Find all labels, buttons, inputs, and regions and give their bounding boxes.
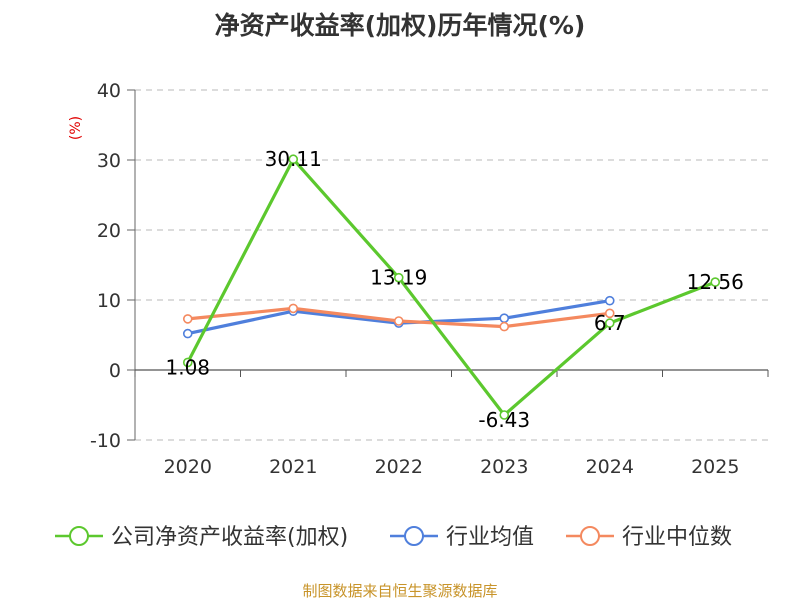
data-point	[710, 277, 721, 287]
y-tick-label: 40	[97, 80, 121, 102]
legend-label: 行业均值	[446, 525, 534, 550]
y-tick-label: 0	[109, 360, 121, 382]
x-tick-label: 2024	[586, 456, 634, 478]
y-tick-label: -10	[90, 430, 121, 452]
data-label: 6.7	[594, 311, 626, 335]
data-point	[499, 410, 510, 420]
data-point	[182, 357, 193, 368]
data-point	[288, 154, 299, 165]
source-note: 制图数据来自恒生聚源数据库	[302, 582, 497, 600]
data-point	[182, 314, 193, 324]
data-label: 12.56	[687, 270, 744, 294]
data-point	[499, 313, 510, 324]
legend-label: 行业中位数	[622, 525, 732, 550]
chart-title: 净资产收益率(加权)历年情况(%)	[215, 11, 586, 40]
y-tick-label: 30	[97, 150, 121, 172]
legend: 公司净资产收益率(加权) 行业均值 行业中位数	[55, 525, 732, 550]
x-tick-label: 2022	[375, 456, 423, 478]
gridlines	[135, 89, 768, 441]
data-point	[604, 295, 615, 306]
legend-marker	[404, 526, 424, 546]
data-label: 13.19	[370, 266, 427, 290]
x-tick-label: 2020	[164, 456, 212, 478]
series-line	[186, 157, 716, 417]
x-tick-label: 2021	[269, 456, 317, 478]
data-point	[499, 321, 510, 332]
series-lines	[182, 154, 721, 420]
data-labels: 1.08 30.11 13.19 -6.43 6.7 12.56	[165, 147, 743, 432]
legend-marker	[580, 526, 600, 546]
data-label: 30.11	[265, 147, 322, 171]
data-label: 1.08	[165, 355, 210, 379]
data-point	[604, 308, 615, 319]
y-tick-label: 10	[97, 290, 121, 312]
data-point	[182, 328, 193, 339]
legend-label: 公司净资产收益率(加权)	[111, 525, 348, 550]
data-point	[393, 316, 404, 326]
x-tick-label: 2023	[480, 456, 528, 478]
y-tick-label: 20	[97, 220, 121, 242]
data-label: -6.43	[478, 408, 530, 432]
data-point	[604, 318, 615, 328]
y-axis-unit-label: (%)	[68, 116, 84, 140]
x-tick-label: 2025	[691, 456, 739, 478]
data-point	[393, 272, 404, 283]
legend-marker	[69, 526, 89, 546]
data-point	[288, 303, 299, 314]
axes: 40 30 20 10 0 -10 2020 2021 2022 2023 2024 2025	[90, 80, 769, 478]
